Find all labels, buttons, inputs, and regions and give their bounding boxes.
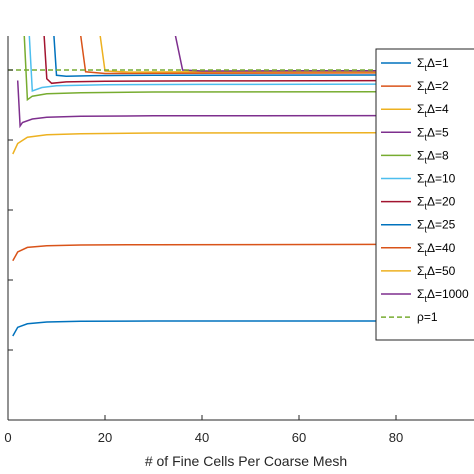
legend-label-1: ΣtΔ=2 xyxy=(417,79,449,96)
series-group xyxy=(8,36,474,337)
legend-label-4: ΣtΔ=8 xyxy=(417,148,449,165)
x-tick-label-0: 0 xyxy=(4,430,11,445)
legend-label-2: ΣtΔ=4 xyxy=(417,102,449,119)
series-line-4 xyxy=(23,36,474,102)
series-line-8 xyxy=(80,36,474,75)
legend: ΣtΔ=1 ΣtΔ=2 ΣtΔ=4 ΣtΔ=5 ΣtΔ=8 ΣtΔ=10 ΣtΔ=20 ΣtΔ… xyxy=(375,48,474,341)
ticks-group: 0 20 40 60 80 xyxy=(4,69,403,445)
legend-label-6: ΣtΔ=20 xyxy=(417,195,456,212)
legend-label-9: ΣtΔ=50 xyxy=(417,264,456,281)
x-tick-label-80: 80 xyxy=(389,430,403,445)
legend-box xyxy=(375,48,474,341)
legend-label-5: ΣtΔ=10 xyxy=(417,172,456,189)
legend-label-0: ΣtΔ=1 xyxy=(417,56,449,73)
legend-label-3: ΣtΔ=5 xyxy=(417,125,449,142)
series-line-7 xyxy=(53,36,474,78)
series-line-2 xyxy=(12,131,474,155)
legend-label-8: ΣtΔ=40 xyxy=(417,241,456,258)
x-axis-title: # of Fine Cells Per Coarse Mesh xyxy=(145,453,347,469)
series-line-1 xyxy=(12,243,474,262)
series-line-6 xyxy=(43,36,474,85)
legend-label-11: ρ=1 xyxy=(417,310,438,324)
x-tick-label-40: 40 xyxy=(195,430,209,445)
x-tick-label-20: 20 xyxy=(98,430,112,445)
x-tick-label-60: 60 xyxy=(292,430,306,445)
legend-label-10: ΣtΔ=1000 xyxy=(417,287,469,304)
series-line-9 xyxy=(99,36,474,73)
series-line-5 xyxy=(28,36,474,93)
series-line-0 xyxy=(12,320,474,337)
series-line-3 xyxy=(16,80,474,129)
legend-label-7: ΣtΔ=25 xyxy=(417,218,456,235)
